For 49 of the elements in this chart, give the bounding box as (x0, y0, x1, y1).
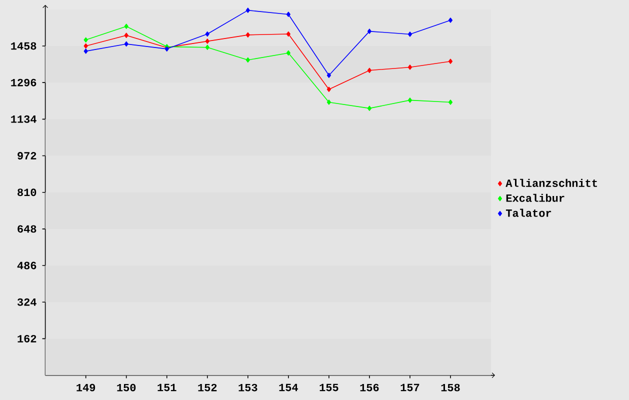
point (286, 50, 290, 56)
legend-label: Excalibur (506, 194, 564, 202)
point (205, 38, 210, 44)
legend-label: Talator (506, 208, 552, 217)
point (246, 8, 250, 13)
point (367, 28, 372, 34)
point (408, 32, 412, 37)
y-tick-label: 1134 (11, 115, 36, 123)
point (326, 100, 331, 105)
point (326, 86, 331, 92)
y-tick-label: 1296 (11, 78, 36, 86)
y-tick-label: 810 (18, 188, 36, 196)
x-tick-label: 150 (117, 384, 136, 392)
x-tick-label: 152 (198, 384, 217, 392)
y-tick-label: 324 (17, 298, 36, 306)
point (84, 48, 88, 54)
x-tick-label: 157 (400, 384, 420, 392)
point (326, 72, 331, 78)
point (124, 41, 128, 47)
point (448, 100, 453, 105)
y-tick-label: 648 (18, 225, 36, 233)
point (205, 31, 210, 37)
y-tick-label: 1458 (11, 42, 36, 50)
point (367, 68, 372, 73)
point (286, 12, 290, 17)
point (84, 37, 88, 42)
x-tick-label: 151 (158, 384, 176, 392)
x-tick-label: 156 (360, 384, 379, 392)
point (124, 32, 128, 38)
y-tick-label: 972 (18, 152, 36, 160)
point (448, 18, 453, 23)
point (286, 31, 290, 37)
legend-label: Allianzschnitt (506, 178, 597, 187)
point (246, 57, 250, 63)
x-tick-label: 149 (76, 384, 96, 392)
point (84, 43, 88, 49)
x-tick-label: 153 (238, 384, 258, 392)
y-tick-label: 162 (18, 334, 36, 342)
point (367, 106, 372, 111)
point (448, 58, 453, 64)
point (205, 44, 210, 50)
y-tick-label: 486 (17, 262, 36, 270)
point (246, 32, 250, 38)
x-tick-label: 154 (279, 384, 298, 392)
point (408, 98, 412, 103)
x-tick-label: 158 (441, 384, 460, 392)
point (408, 64, 412, 70)
point (124, 24, 128, 29)
x-tick-label: 155 (320, 384, 338, 392)
